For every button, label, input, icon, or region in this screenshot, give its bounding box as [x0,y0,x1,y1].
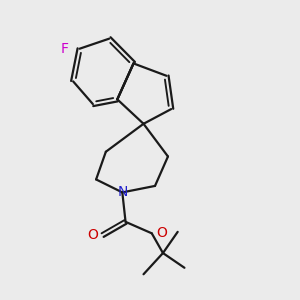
Text: O: O [156,226,167,240]
Text: O: O [88,228,99,242]
Text: N: N [117,185,128,200]
Text: F: F [60,42,68,56]
